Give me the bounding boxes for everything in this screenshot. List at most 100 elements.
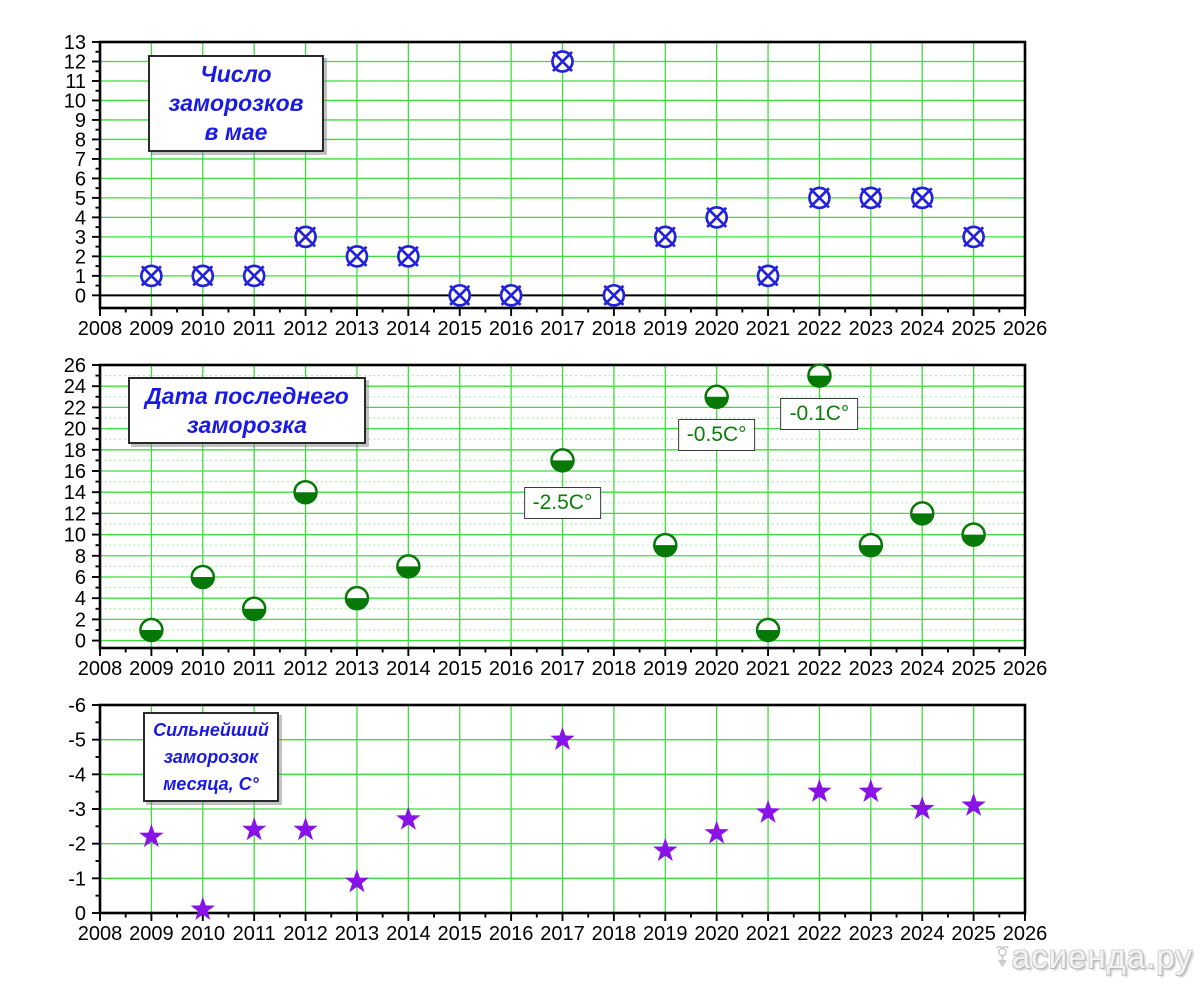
svg-text:4: 4 — [75, 588, 86, 610]
data-point — [807, 778, 832, 802]
svg-text:2022: 2022 — [797, 658, 842, 680]
data-point — [190, 564, 216, 590]
y-axis-labels: -6 -5 -4 -3 -2 -1 0 — [68, 695, 86, 925]
data-point — [756, 264, 780, 288]
svg-text:6: 6 — [75, 567, 86, 589]
svg-text:2023: 2023 — [849, 658, 894, 680]
svg-text:2008: 2008 — [78, 923, 123, 945]
svg-text:2021: 2021 — [746, 923, 791, 945]
svg-text:2016: 2016 — [489, 658, 534, 680]
svg-text:2025: 2025 — [951, 923, 996, 945]
svg-text:2017: 2017 — [540, 658, 585, 680]
svg-text:2021: 2021 — [746, 658, 791, 680]
x-axis-labels: 2008 2009 2010 2011 2012 2013 2014 2015 2016 2017… — [78, 923, 1048, 945]
data-point — [653, 532, 678, 558]
svg-text:2016: 2016 — [489, 923, 534, 945]
data-points — [139, 363, 986, 643]
svg-text:2013: 2013 — [335, 658, 380, 680]
svg-text:10: 10 — [64, 525, 86, 547]
svg-text:10: 10 — [64, 90, 86, 112]
data-point — [242, 264, 266, 288]
svg-text:2009: 2009 — [129, 658, 174, 680]
svg-text:2018: 2018 — [592, 923, 637, 945]
svg-text:2008: 2008 — [78, 318, 123, 340]
svg-text:2023: 2023 — [849, 318, 894, 340]
svg-text:2014: 2014 — [386, 658, 431, 680]
data-point — [344, 585, 370, 611]
svg-text:2009: 2009 — [129, 923, 174, 945]
svg-text:2025: 2025 — [951, 318, 996, 340]
svg-text:2014: 2014 — [386, 923, 431, 945]
svg-text:7: 7 — [75, 149, 86, 171]
data-point — [962, 225, 985, 249]
svg-text:14: 14 — [64, 482, 86, 504]
svg-text:2012: 2012 — [283, 923, 328, 945]
svg-text:2011: 2011 — [233, 923, 276, 945]
svg-text:0: 0 — [75, 285, 86, 307]
svg-text:2025: 2025 — [951, 658, 996, 680]
axis-ticks — [92, 364, 1026, 656]
chart-1: 2008 2009 2010 2011 2012 2013 2014 2015 2016 2017… — [64, 32, 1048, 340]
data-points — [140, 50, 985, 307]
major-gridlines-vertical — [150, 42, 975, 308]
data-point — [139, 823, 164, 848]
svg-text:2018: 2018 — [592, 658, 637, 680]
data-point — [242, 817, 267, 841]
data-point — [241, 596, 267, 622]
svg-text:2020: 2020 — [694, 658, 739, 680]
svg-text:16: 16 — [64, 461, 86, 483]
svg-text:2019: 2019 — [643, 318, 688, 340]
svg-text:2017: 2017 — [540, 923, 585, 945]
svg-text:24: 24 — [64, 376, 86, 398]
watermark: асиенда.ру — [993, 931, 1193, 983]
svg-text:2012: 2012 — [283, 318, 328, 340]
svg-text:2021: 2021 — [746, 318, 791, 340]
axis-ticks — [92, 41, 1026, 316]
data-point — [551, 50, 574, 73]
svg-text:2011: 2011 — [233, 658, 276, 680]
svg-text:2015: 2015 — [437, 318, 482, 340]
svg-text:2017: 2017 — [540, 318, 585, 340]
data-point — [294, 225, 317, 249]
data-point — [396, 245, 420, 268]
chart-3: 2008 2009 2010 2011 2012 2013 2014 2015 2016 2017… — [68, 695, 1047, 945]
svg-text:0: 0 — [75, 631, 86, 653]
svg-text:13: 13 — [64, 32, 86, 54]
svg-text:2009: 2009 — [129, 318, 174, 340]
svg-text:18: 18 — [64, 440, 86, 462]
svg-text:2026: 2026 — [1003, 318, 1048, 340]
data-point — [550, 726, 575, 750]
data-point — [755, 799, 781, 823]
svg-text:2: 2 — [75, 246, 86, 268]
svg-text:4: 4 — [75, 207, 86, 229]
data-point — [909, 501, 935, 526]
svg-text:2020: 2020 — [694, 923, 739, 945]
watermark-text: асиенда.ру — [1011, 938, 1193, 975]
svg-text:2011: 2011 — [233, 318, 276, 340]
data-point — [859, 186, 883, 210]
svg-text:2024: 2024 — [900, 658, 945, 680]
svg-text:11: 11 — [65, 71, 86, 93]
svg-text:2: 2 — [75, 609, 86, 631]
svg-text:2023: 2023 — [849, 923, 894, 945]
svg-text:-1: -1 — [68, 868, 86, 890]
svg-text:2008: 2008 — [78, 658, 123, 680]
data-point — [704, 820, 729, 844]
data-point — [910, 186, 934, 210]
svg-text:26: 26 — [64, 355, 86, 377]
svg-text:-2: -2 — [68, 834, 86, 856]
data-point — [191, 264, 215, 288]
axis-ticks — [92, 704, 1026, 921]
svg-text:2010: 2010 — [181, 658, 226, 680]
svg-text:-3: -3 — [68, 799, 86, 821]
svg-text:-5: -5 — [68, 730, 86, 752]
chart-2: 2008 2009 2010 2011 2012 2013 2014 2015 2016 2017… — [64, 355, 1048, 680]
svg-text:8: 8 — [75, 129, 86, 151]
svg-text:-4: -4 — [68, 764, 86, 786]
svg-text:20: 20 — [64, 419, 86, 441]
svg-text:2013: 2013 — [335, 318, 380, 340]
data-point — [139, 617, 164, 643]
